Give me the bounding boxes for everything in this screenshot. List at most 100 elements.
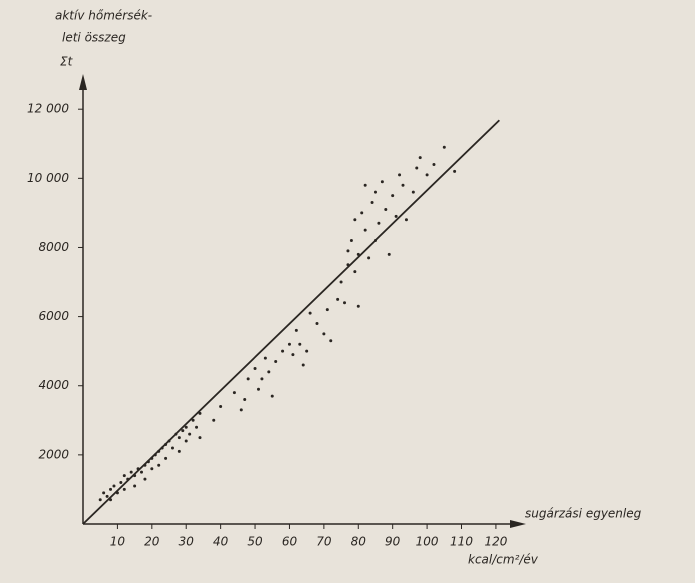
x-arrow <box>510 520 526 528</box>
point <box>270 394 274 398</box>
point <box>356 304 360 308</box>
point <box>109 487 113 491</box>
y-tick-label: 4000 <box>38 378 69 392</box>
point <box>380 180 384 184</box>
x-tick-label: 70 <box>316 535 332 549</box>
point <box>150 456 154 460</box>
x-tick-label: 120 <box>484 535 507 549</box>
x-tick-label: 10 <box>110 535 126 549</box>
point <box>267 370 271 374</box>
y-arrow <box>79 74 87 90</box>
y-tick-label: 6000 <box>38 309 69 323</box>
point <box>177 436 181 440</box>
point <box>243 398 247 402</box>
point <box>404 218 408 222</box>
point <box>164 456 168 460</box>
point <box>102 491 106 495</box>
y-tick-label: 8000 <box>38 240 69 254</box>
point <box>377 221 381 225</box>
point <box>177 449 181 453</box>
point <box>143 463 147 467</box>
point <box>322 332 326 336</box>
point <box>136 467 140 471</box>
point <box>126 477 130 481</box>
point <box>263 356 267 360</box>
point <box>287 342 291 346</box>
point <box>184 439 188 443</box>
point <box>246 377 250 381</box>
point <box>188 432 192 436</box>
point <box>239 408 243 412</box>
point <box>453 169 457 173</box>
point <box>281 349 285 353</box>
point <box>384 207 388 211</box>
point <box>356 252 360 256</box>
point <box>336 297 340 301</box>
point <box>360 211 364 215</box>
point <box>418 156 422 160</box>
point <box>122 474 126 478</box>
point <box>398 173 402 177</box>
point <box>112 484 116 488</box>
point <box>164 442 168 446</box>
point <box>160 446 164 450</box>
point <box>133 484 137 488</box>
point <box>394 214 398 218</box>
y-tick-label: 12 000 <box>27 102 69 116</box>
point <box>122 487 126 491</box>
point <box>105 494 109 498</box>
point <box>325 308 329 312</box>
point <box>391 194 395 198</box>
y-tick-label: 10 000 <box>27 171 69 185</box>
x-tick-label: 90 <box>385 535 401 549</box>
point <box>153 453 157 457</box>
point <box>150 467 154 471</box>
point <box>363 228 367 232</box>
x-tick-label: 80 <box>351 535 367 549</box>
x-axis-unit: kcal/cm²/év <box>468 553 539 567</box>
point <box>139 470 143 474</box>
point <box>109 498 113 502</box>
point <box>415 166 419 170</box>
x-tick-label: 110 <box>450 535 473 549</box>
point <box>212 418 216 422</box>
y-axis-label: leti összeg <box>62 31 126 45</box>
point <box>349 239 353 243</box>
y-tick-label: 2000 <box>38 447 69 461</box>
y-axis-label: Σt <box>60 55 74 69</box>
point <box>119 481 123 485</box>
point <box>305 349 309 353</box>
point <box>329 339 333 343</box>
point <box>260 377 264 381</box>
point <box>425 173 429 177</box>
point <box>308 311 312 315</box>
point <box>343 301 347 305</box>
y-axis-label: aktív hőmérsék- <box>55 9 152 23</box>
point <box>219 404 223 408</box>
point <box>170 446 174 450</box>
point <box>373 190 377 194</box>
point <box>363 183 367 187</box>
point <box>256 387 260 391</box>
point <box>157 463 161 467</box>
point <box>370 201 374 205</box>
point <box>274 360 278 364</box>
x-tick-label: 60 <box>282 535 298 549</box>
point <box>191 418 195 422</box>
point <box>232 391 236 395</box>
point <box>346 263 350 267</box>
point <box>432 163 436 167</box>
point <box>442 145 446 149</box>
point <box>146 460 150 464</box>
point <box>157 449 161 453</box>
x-tick-label: 50 <box>247 535 263 549</box>
point <box>198 436 202 440</box>
point <box>339 280 343 284</box>
x-tick-label: 40 <box>213 535 229 549</box>
x-tick-label: 100 <box>416 535 439 549</box>
point <box>198 411 202 415</box>
point <box>373 239 377 243</box>
point <box>133 474 137 478</box>
x-tick-label: 20 <box>144 535 160 549</box>
